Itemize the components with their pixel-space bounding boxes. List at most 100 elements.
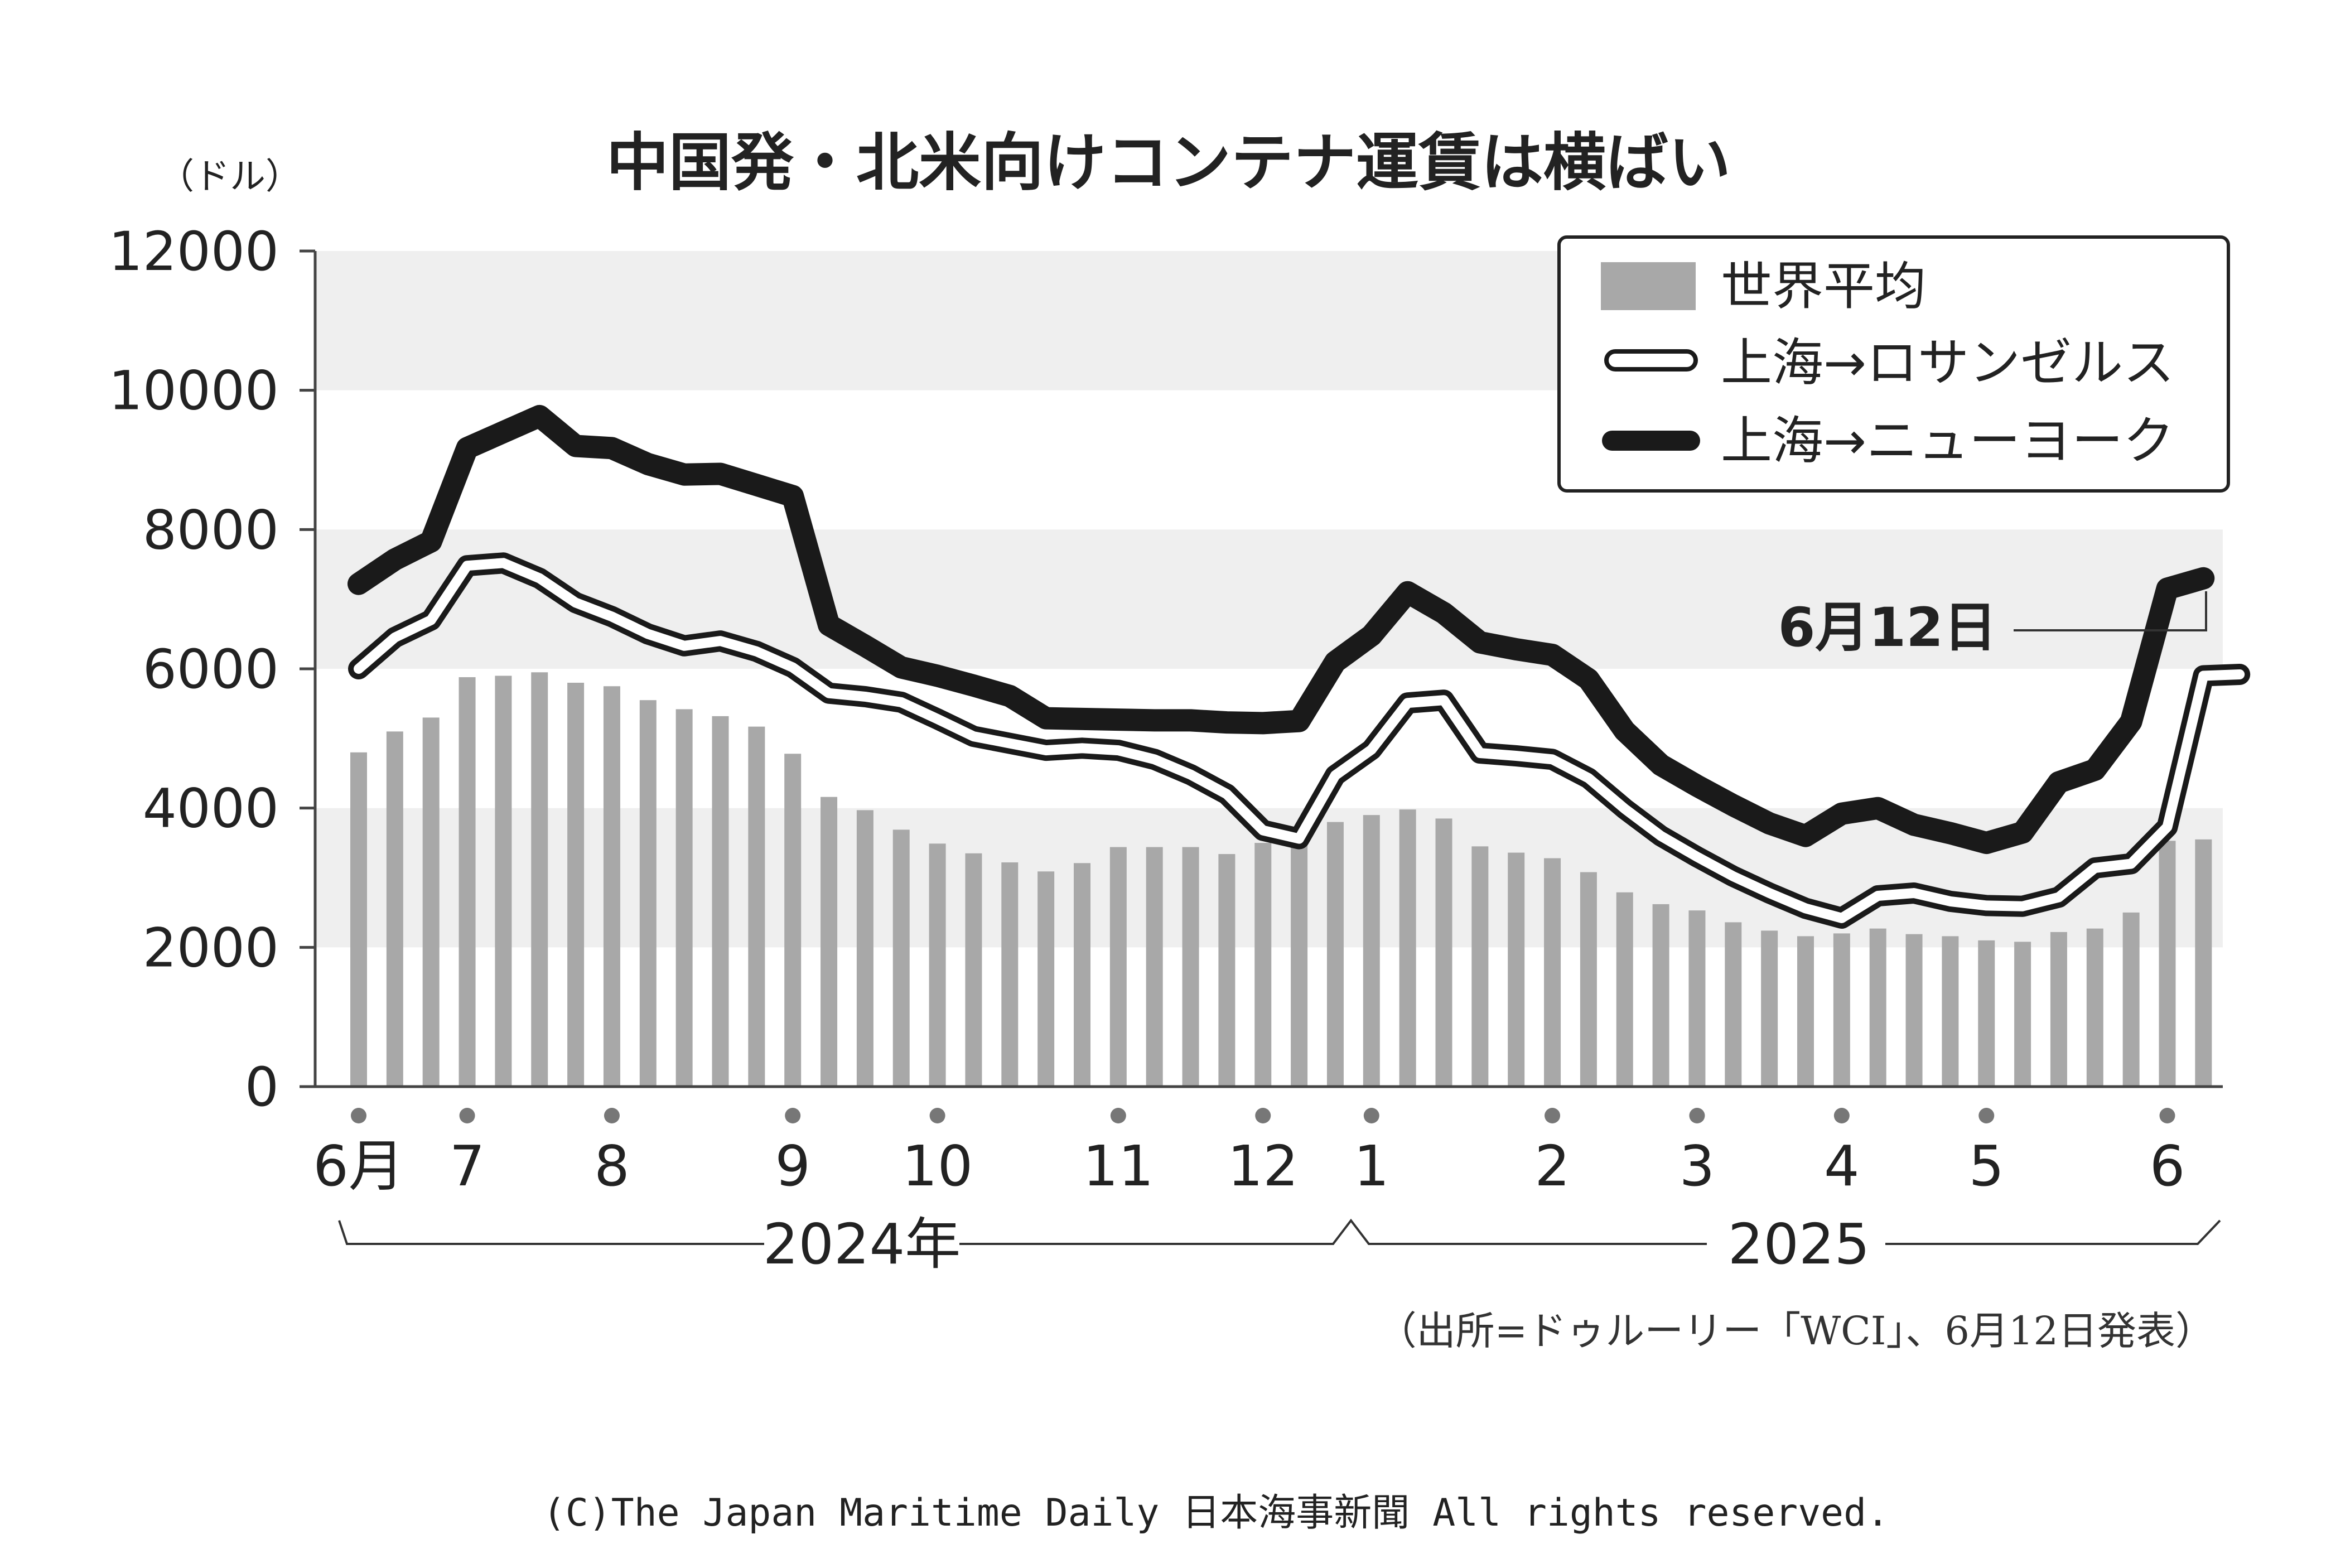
y-axis-tick-labels: 0 2000 4000 6000 8000 10000 12000 xyxy=(109,220,279,1118)
annotation-date-label: 6月12日 xyxy=(1778,596,1997,659)
y-tick-label: 4000 xyxy=(143,778,279,840)
x-axis-month-ticks: 6月 7 8 9 10 11 12 1 2 3 4 5 6 xyxy=(313,1108,2185,1199)
month-tick-dot xyxy=(604,1108,620,1123)
world-average-bars xyxy=(350,672,2212,1087)
world-average-bar xyxy=(1797,936,1814,1087)
world-average-bar xyxy=(2122,912,2140,1087)
month-tick-dot xyxy=(1545,1108,1561,1123)
month-tick-dot xyxy=(1255,1108,1271,1123)
world-average-bar xyxy=(965,853,982,1087)
world-average-bar xyxy=(2195,839,2212,1087)
world-average-bar xyxy=(1363,815,1380,1087)
world-average-bar xyxy=(2159,841,2176,1087)
world-average-bar xyxy=(784,754,802,1087)
x-tick-label: 9 xyxy=(775,1133,810,1199)
month-tick-dot xyxy=(1110,1108,1126,1123)
world-average-bar xyxy=(1182,847,1199,1087)
world-average-bar xyxy=(1544,858,1561,1087)
world-average-bar xyxy=(386,731,403,1087)
x-tick-label: 8 xyxy=(594,1133,630,1199)
month-tick-dot xyxy=(1363,1108,1379,1123)
month-tick-dot xyxy=(2159,1108,2175,1123)
x-tick-label: 7 xyxy=(450,1133,485,1199)
world-average-bar xyxy=(639,700,657,1087)
world-average-bar xyxy=(1254,843,1272,1087)
world-average-bar xyxy=(1218,854,1236,1087)
legend: 世界平均 上海→ロサンゼルス 上海→ニューヨーク xyxy=(1557,235,2230,493)
legend-outline-line-swatch xyxy=(1604,349,1698,372)
source-note: （出所=ドゥルーリー「WCI」、6月12日発表） xyxy=(1378,1308,2214,1354)
x-tick-label: 5 xyxy=(1968,1133,2004,1199)
date-annotation: 6月12日 xyxy=(1778,591,2207,659)
legend-label-shanghai-new-york: 上海→ニューヨーク xyxy=(1721,411,2174,471)
world-average-bar xyxy=(567,682,585,1087)
month-tick-dot xyxy=(929,1108,945,1123)
world-average-bar xyxy=(1109,847,1127,1087)
y-tick-label: 0 xyxy=(245,1056,279,1118)
world-average-bar xyxy=(1471,846,1489,1087)
world-average-bar xyxy=(2086,928,2103,1087)
shanghai-los-angeles-line-fill xyxy=(354,558,2245,923)
y-tick-label: 6000 xyxy=(143,638,279,701)
x-tick-label: 3 xyxy=(1680,1133,1715,1199)
world-average-bar xyxy=(1761,930,1778,1087)
x-tick-label: 10 xyxy=(902,1133,973,1199)
month-tick-dot xyxy=(785,1108,801,1123)
world-average-bar xyxy=(1688,910,1706,1087)
world-average-bar xyxy=(1146,847,1163,1087)
shanghai-new-york-line xyxy=(348,404,2215,855)
world-average-bar xyxy=(1508,852,1525,1087)
world-average-bar xyxy=(1580,872,1597,1087)
x-tick-label: 12 xyxy=(1228,1133,1299,1199)
world-average-bar xyxy=(1074,863,1090,1087)
world-average-bar xyxy=(1905,934,1923,1087)
y-tick-label: 2000 xyxy=(143,916,279,979)
world-average-bar xyxy=(603,686,620,1087)
x-tick-label: 2 xyxy=(1534,1133,1570,1199)
x-tick-label: 6月 xyxy=(313,1133,404,1199)
world-average-bar xyxy=(422,717,440,1087)
y-tick-label: 10000 xyxy=(109,360,279,422)
chart-title: 中国発・北米向けコンテナ運賃は横ばい xyxy=(606,127,1731,199)
world-average-bar xyxy=(1037,871,1055,1087)
world-average-bar xyxy=(1399,809,1416,1087)
year-label-2024: 2024年 xyxy=(763,1212,961,1277)
world-average-bar xyxy=(675,709,693,1087)
world-average-bar xyxy=(1869,928,1886,1087)
x-tick-label: 6 xyxy=(2150,1133,2185,1199)
world-average-bar xyxy=(2050,932,2067,1087)
legend-box xyxy=(1557,235,2230,493)
world-average-bar xyxy=(929,843,946,1087)
world-average-bar xyxy=(1942,936,1959,1087)
year-2024-bracket-left xyxy=(338,1220,764,1245)
world-average-bar xyxy=(856,810,873,1087)
y-tick-label: 8000 xyxy=(143,499,279,561)
world-average-bar xyxy=(1001,862,1019,1087)
year-label-2025: 2025 xyxy=(1728,1212,1870,1277)
shanghai-new-york-line-path xyxy=(348,404,2215,855)
world-average-bar xyxy=(892,829,910,1087)
x-tick-label: 11 xyxy=(1083,1133,1154,1199)
annotation-leader-line xyxy=(2014,591,2207,631)
world-average-bar xyxy=(531,672,548,1087)
legend-bar-swatch xyxy=(1601,262,1696,310)
world-average-bar xyxy=(1833,933,1850,1087)
y-axis-unit-label: （ドル） xyxy=(158,156,301,197)
world-average-bar xyxy=(2014,942,2031,1087)
world-average-bar xyxy=(1616,892,1633,1087)
world-average-bar xyxy=(1435,818,1452,1087)
legend-label-shanghai-los-angeles: 上海→ロサンゼルス xyxy=(1721,333,2174,393)
copyright-notice: (C)The Japan Maritime Daily 日本海事新聞 All r… xyxy=(543,1491,1889,1535)
world-average-bar xyxy=(1652,904,1669,1087)
world-average-bar xyxy=(1978,940,1995,1087)
y-tick-label: 12000 xyxy=(109,220,279,283)
world-average-bar xyxy=(1291,838,1308,1087)
world-average-bar xyxy=(350,752,367,1087)
world-average-bar xyxy=(821,797,838,1087)
world-average-bar xyxy=(495,676,512,1087)
year-2024-bracket-right xyxy=(959,1218,1707,1245)
world-average-bar xyxy=(459,677,476,1087)
year-brackets: 2024年 2025 xyxy=(338,1212,2221,1277)
world-average-bar xyxy=(748,726,765,1087)
